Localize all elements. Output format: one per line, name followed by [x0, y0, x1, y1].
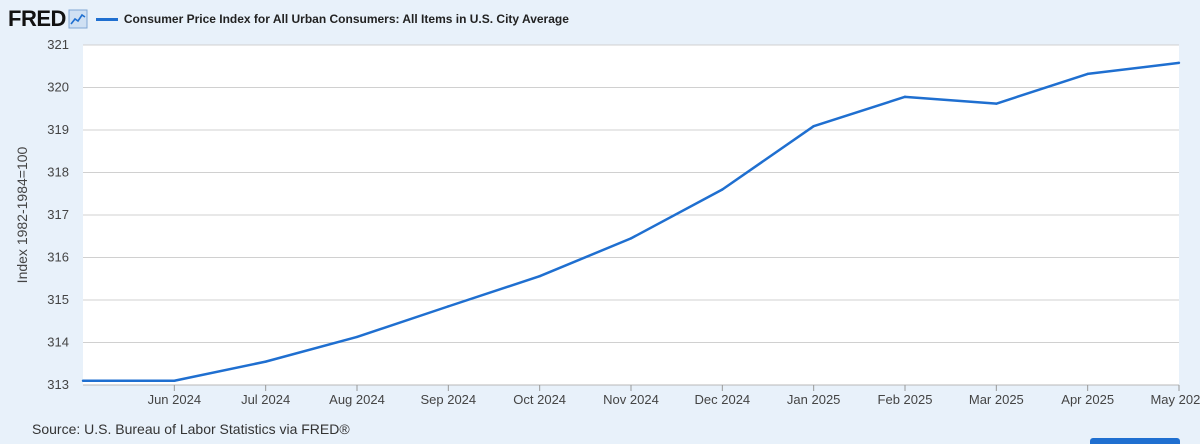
legend-swatch — [95, 17, 118, 21]
x-tick-label: May 2025 — [1150, 392, 1200, 407]
data-point — [1177, 61, 1181, 65]
y-tick-label: 313 — [47, 377, 69, 392]
y-tick-label: 316 — [47, 250, 69, 265]
fred-logo[interactable]: FRED — [8, 6, 66, 31]
x-tick-label: Oct 2024 — [513, 392, 566, 407]
data-point — [995, 102, 998, 105]
data-point — [538, 275, 541, 278]
y-tick-label: 318 — [47, 165, 69, 180]
chart-legend: Consumer Price Index for All Urban Consu… — [95, 12, 569, 26]
x-tick-label: Jul 2024 — [241, 392, 290, 407]
x-tick-label: Dec 2024 — [695, 392, 751, 407]
y-tick-label: 320 — [47, 80, 69, 95]
source-note: Source: U.S. Bureau of Labor Statistics … — [32, 421, 350, 437]
data-point — [721, 188, 724, 191]
corner-button[interactable] — [1090, 438, 1180, 444]
legend-label: Consumer Price Index for All Urban Consu… — [123, 12, 569, 26]
y-tick-label: 317 — [47, 207, 69, 222]
data-point — [1086, 72, 1089, 76]
data-point — [81, 379, 85, 382]
x-tick-label: Jan 2025 — [787, 392, 841, 407]
y-tick-label: 315 — [47, 292, 69, 307]
x-tick-label: Mar 2025 — [969, 392, 1024, 407]
x-tick-label: Jun 2024 — [148, 392, 202, 407]
data-point — [812, 124, 815, 128]
chart-header: FRED Consumer Price Index for All Urban … — [8, 6, 569, 32]
data-point — [355, 335, 359, 339]
y-tick-label: 319 — [47, 122, 69, 137]
data-point — [903, 95, 907, 99]
y-axis-label: Index 1982-1984=100 — [14, 146, 30, 283]
x-tick-label: Sep 2024 — [420, 392, 476, 407]
data-point — [629, 237, 633, 240]
x-tick-label: Apr 2025 — [1061, 392, 1114, 407]
x-tick-label: Feb 2025 — [878, 392, 933, 407]
data-point — [264, 360, 267, 363]
x-tick-label: Nov 2024 — [603, 392, 659, 407]
y-tick-label: 321 — [47, 37, 69, 52]
line-chart-icon — [68, 9, 88, 29]
y-tick-label: 314 — [47, 335, 69, 350]
data-point — [447, 305, 450, 308]
data-point — [173, 379, 176, 382]
x-tick-label: Aug 2024 — [329, 392, 385, 407]
